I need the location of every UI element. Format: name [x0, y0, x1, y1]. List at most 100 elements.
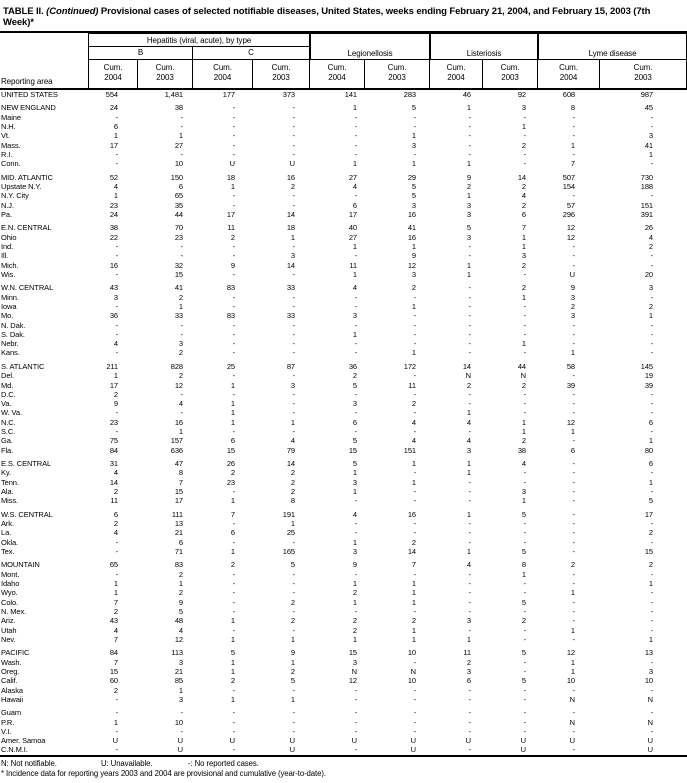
cell-hepB-cum2004: 65 — [109, 560, 118, 570]
table-row: Guam - - - - - - - - - - — [0, 708, 687, 717]
table-row: N.H. 6 - - - - - - 1 - - — [0, 122, 687, 131]
cell-hepC-cum2003: - — [292, 301, 296, 311]
cell-hepC-cum2003: - — [292, 149, 296, 159]
table-row: Mo. 36 33 83 33 3 - - - 3 1 — [0, 311, 687, 320]
cell-hepB-cum2004: 17 — [109, 380, 118, 390]
cell-hepB-cum2003: 2 — [178, 588, 183, 598]
row-area: Okla. — [1, 537, 19, 547]
cell-hepB-cum2004: 43 — [109, 283, 118, 293]
cell-hepB-cum2004: 84 — [109, 445, 118, 455]
cell-listeriosis-cum2003: - — [523, 579, 527, 589]
cell-hepB-cum2004: 11 — [110, 496, 118, 506]
cell-listeriosis-cum2004: 1 — [466, 159, 471, 169]
cell-listeriosis-cum2003: U — [520, 745, 526, 755]
cell-hepB-cum2003: 38 — [174, 103, 183, 113]
cell-hepB-cum2004: 2 — [113, 519, 118, 529]
cell-legionellosis-cum2004: 17 — [348, 209, 357, 219]
cell-hepC-cum2004: 2 — [230, 560, 235, 570]
cell-lyme-cum2003: - — [650, 427, 654, 437]
cell-hepC-cum2003: - — [292, 537, 296, 547]
row-area: Pa. — [1, 209, 12, 219]
table-row: UNITED STATES 554 1,481 177 373 141 283 … — [0, 90, 687, 99]
cell-hepB-cum2004: 1 — [113, 371, 118, 381]
cell-hepC-cum2004: 1 — [230, 417, 235, 427]
cell-lyme-cum2003: - — [650, 569, 654, 579]
cell-hepB-cum2004: - — [115, 537, 119, 547]
cell-lyme-cum2003: - — [650, 320, 654, 330]
cell-lyme-cum2003: 4 — [648, 232, 653, 242]
cell-legionellosis-cum2003: 1 — [411, 597, 416, 607]
cell-hepB-cum2003: 111 — [171, 509, 183, 519]
cell-legionellosis-cum2004: 1 — [352, 468, 357, 478]
table-row: NEW ENGLAND 24 38 - - 1 5 1 3 8 45 — [0, 103, 687, 112]
cell-hepC-cum2004: 2 — [230, 232, 235, 242]
cell-listeriosis-cum2004: 4 — [466, 436, 471, 446]
cell-hepB-cum2004: - — [115, 726, 119, 736]
cell-legionellosis-cum2003: 1 — [411, 159, 416, 169]
cell-listeriosis-cum2004: 5 — [466, 223, 471, 233]
cell-legionellosis-cum2004: - — [354, 519, 358, 529]
cell-listeriosis-cum2003: - — [523, 666, 527, 676]
cell-listeriosis-cum2003: 5 — [521, 648, 526, 658]
cell-lyme-cum2004: 1 — [570, 427, 575, 437]
cell-listeriosis-cum2003: - — [523, 468, 527, 478]
cell-legionellosis-cum2003: 4 — [411, 436, 416, 446]
cell-legionellosis-cum2004: 6 — [352, 200, 357, 210]
cell-hepB-cum2004: 38 — [109, 223, 118, 233]
cum-year-header: Cum. 2003 — [483, 60, 538, 88]
cell-hepB-cum2003: - — [180, 122, 184, 132]
cell-legionellosis-cum2004: 3 — [352, 399, 357, 409]
cell-legionellosis-cum2003: 12 — [407, 260, 416, 270]
cell-hepC-cum2004: - — [232, 487, 236, 496]
cell-lyme-cum2003: 17 — [644, 509, 653, 519]
cell-hepC-cum2003: 8 — [290, 496, 295, 506]
cell-hepB-cum2004: - — [115, 427, 119, 437]
row-area: Vt. — [1, 131, 10, 141]
table-row: Ill. - - - 3 - 9 - 3 - - — [0, 251, 687, 260]
table-row: Ky. 4 8 2 2 1 - 1 - - - — [0, 468, 687, 477]
cell-hepB-cum2004: 1 — [113, 191, 118, 201]
table-title-label: TABLE II. — [3, 6, 44, 17]
row-area: N.J. — [1, 200, 14, 210]
cell-hepB-cum2003: 13 — [174, 519, 183, 529]
table-row: Wyo. 1 2 - - 2 1 - - 1 - — [0, 588, 687, 597]
cell-lyme-cum2003: 10 — [644, 676, 653, 686]
table-row: Wis. - 15 - - 1 3 1 - U 20 — [0, 270, 687, 279]
cell-lyme-cum2003: 13 — [644, 648, 653, 658]
cell-lyme-cum2003: 1 — [648, 477, 653, 487]
cell-lyme-cum2003: - — [650, 292, 654, 302]
cell-lyme-cum2003: - — [650, 625, 654, 635]
cell-listeriosis-cum2004: - — [468, 348, 472, 358]
cell-listeriosis-cum2004: - — [468, 745, 472, 755]
table-row: N.C. 23 16 1 1 6 4 4 1 12 6 — [0, 418, 687, 427]
cell-listeriosis-cum2004: 1 — [466, 634, 471, 644]
row-area: Ark. — [1, 519, 14, 529]
cell-hepB-cum2003: 23 — [174, 232, 183, 242]
cell-legionellosis-cum2003: 1 — [411, 634, 416, 644]
cum-year-header: Cum. 2004 — [193, 60, 253, 88]
cell-listeriosis-cum2003: - — [523, 606, 527, 616]
cell-hepC-cum2004: - — [232, 588, 236, 598]
cell-hepB-cum2004: - — [115, 242, 119, 252]
cell-hepC-cum2003: 5 — [290, 560, 295, 570]
cell-hepC-cum2003: U — [289, 159, 295, 169]
cell-lyme-cum2004: - — [572, 389, 576, 399]
row-area: Iowa — [1, 301, 17, 311]
table-row: Pa. 24 44 17 14 17 16 3 6 296 391 — [0, 210, 687, 219]
cell-legionellosis-cum2003: 2 — [411, 399, 416, 409]
cell-lyme-cum2003: 39 — [644, 380, 653, 390]
cell-lyme-cum2003: - — [650, 726, 654, 736]
cell-lyme-cum2004: 57 — [566, 200, 575, 210]
cell-legionellosis-cum2004: 3 — [352, 477, 357, 487]
cell-listeriosis-cum2004: - — [468, 251, 472, 261]
cell-lyme-cum2004: - — [572, 251, 576, 261]
cell-hepB-cum2004: 84 — [109, 648, 118, 658]
cell-legionellosis-cum2004: 4 — [352, 283, 357, 293]
cell-hepC-cum2003: - — [292, 708, 296, 718]
cell-lyme-cum2003: - — [650, 597, 654, 607]
cell-hepB-cum2003: - — [180, 408, 184, 418]
cell-lyme-cum2004: - — [572, 708, 576, 718]
cell-listeriosis-cum2004: - — [468, 311, 472, 321]
cell-listeriosis-cum2003: N — [520, 371, 526, 381]
cell-lyme-cum2003: - — [650, 329, 654, 339]
